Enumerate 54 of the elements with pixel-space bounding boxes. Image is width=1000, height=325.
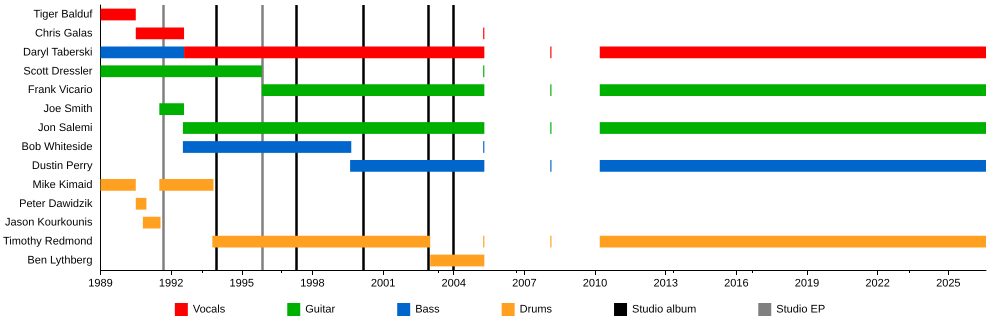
legend-label: Studio EP [776, 304, 826, 316]
x-tick-label: 2022 [865, 278, 890, 290]
y-tick-label: Jason Kourkounis [5, 216, 93, 229]
y-tick-label: Mike Kimaid [32, 178, 92, 191]
bar [350, 160, 484, 172]
legend-label: Bass [415, 304, 440, 316]
x-tick-label: 2013 [653, 278, 678, 290]
y-tick-label: Scott Dressler [23, 65, 93, 78]
bar [142, 216, 161, 229]
x-tick-label: 2007 [512, 278, 537, 290]
bar [212, 236, 430, 248]
bar [182, 141, 352, 153]
bar [600, 122, 986, 134]
bar [600, 46, 986, 58]
bar [262, 84, 484, 96]
legend-label: Studio album [632, 304, 696, 316]
y-tick-label: Frank Vicario [28, 84, 92, 96]
legend-label: Vocals [192, 304, 226, 316]
y-tick-label: Ben Lythberg [27, 254, 92, 267]
bar [600, 84, 986, 96]
bar [100, 46, 184, 58]
bar [184, 46, 484, 58]
x-tick-label: 2019 [794, 278, 820, 290]
x-tick-label: 2016 [724, 278, 749, 290]
bar [600, 160, 986, 172]
bar [182, 122, 484, 134]
x-tick-label: 1992 [158, 278, 184, 290]
y-tick-label: Timothy Redmond [2, 236, 92, 248]
y-tick-label: Peter Dawidzik [19, 198, 93, 210]
y-tick-label: Bob Whiteside [22, 140, 92, 153]
x-tick-label: 2010 [582, 278, 608, 290]
y-tick-label: Jon Salemi [38, 122, 92, 134]
x-tick-label: 2025 [936, 278, 961, 290]
y-tick-label: Dustin Perry [32, 160, 93, 172]
bar [136, 198, 146, 210]
legend-label: Guitar [305, 304, 336, 316]
x-tick-label: 1998 [300, 278, 325, 290]
bar [159, 178, 214, 191]
bar [100, 65, 262, 78]
x-tick-label: 2004 [441, 278, 466, 290]
legend-label: Drums [520, 304, 553, 316]
bar [100, 178, 136, 191]
bar [159, 103, 184, 115]
bar [600, 236, 986, 248]
bar [100, 8, 136, 20]
bar [430, 254, 484, 266]
y-tick-label: Tiger Balduf [34, 8, 94, 20]
x-tick-label: 1995 [230, 278, 254, 290]
y-tick-label: Joe Smith [44, 103, 92, 116]
bar [136, 28, 184, 40]
y-tick-label: Daryl Taberski [22, 46, 92, 58]
x-tick-label: 1989 [88, 278, 113, 290]
y-tick-label: Chris Galas [34, 27, 93, 40]
x-tick-label: 2001 [370, 278, 396, 290]
